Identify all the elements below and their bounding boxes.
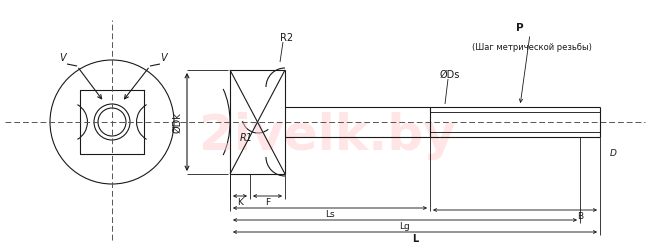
Text: P: P <box>516 23 524 33</box>
Text: F: F <box>265 197 270 206</box>
Text: ØDs: ØDs <box>440 70 460 80</box>
Text: L: L <box>412 233 418 243</box>
Text: Ls: Ls <box>325 209 335 218</box>
Text: V: V <box>60 53 66 63</box>
Text: B: B <box>577 211 583 220</box>
Text: Lg: Lg <box>400 221 411 230</box>
Text: R2: R2 <box>280 33 293 43</box>
Text: D: D <box>610 148 617 157</box>
Text: R1: R1 <box>240 132 253 142</box>
Text: (Шаг метрической резьбы): (Шаг метрической резьбы) <box>472 43 592 52</box>
Text: 2ivelk.by: 2ivelk.by <box>198 112 455 159</box>
Text: K: K <box>237 197 243 206</box>
Text: V: V <box>160 53 167 63</box>
Text: ØDk: ØDk <box>172 112 182 133</box>
